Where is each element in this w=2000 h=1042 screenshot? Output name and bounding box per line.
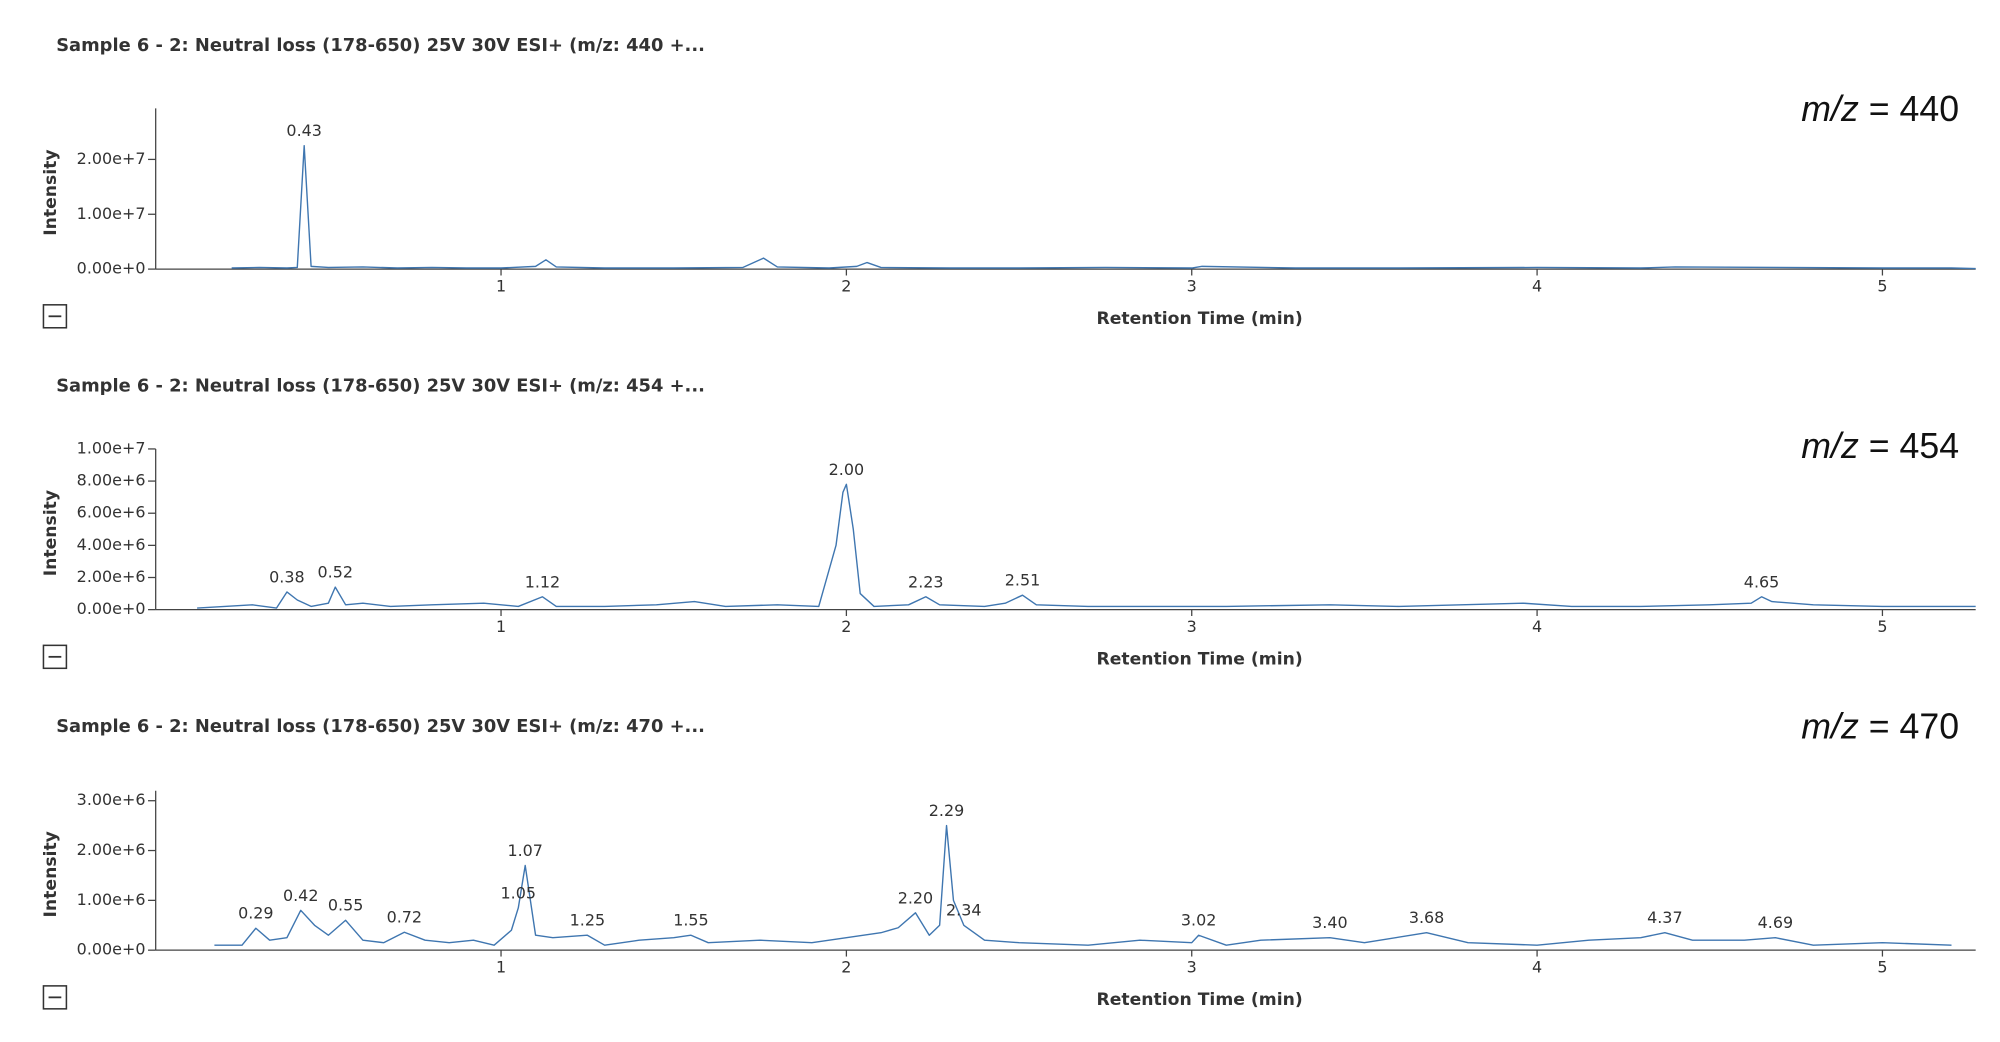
y-tick-label: 2.00e+7	[77, 149, 146, 168]
y-tick-label: 3.00e+6	[77, 790, 146, 809]
x-tick-label: 5	[1877, 617, 1887, 636]
tag-variable: m/z	[1801, 707, 1859, 747]
tag-value: = 470	[1869, 707, 1959, 747]
x-tick-label: 1	[496, 276, 506, 295]
y-tick-label: 8.00e+6	[77, 471, 146, 490]
peak-label: 0.52	[318, 563, 354, 582]
peak-label: 1.55	[673, 911, 709, 930]
x-tick-label: 5	[1877, 276, 1887, 295]
peak-label: 1.05	[501, 883, 537, 902]
series-tag: m/z = 470	[1801, 707, 1959, 747]
y-tick-label: 1.00e+7	[77, 438, 146, 457]
tag-variable: m/z	[1801, 426, 1859, 466]
y-tick-label: 2.00e+6	[77, 840, 146, 859]
peak-label: 2.00	[829, 460, 865, 479]
x-tick-label: 3	[1187, 276, 1197, 295]
x-tick-label: 3	[1187, 958, 1197, 977]
peak-label: 4.65	[1744, 572, 1780, 591]
chromatogram-line	[214, 824, 1952, 946]
x-tick-label: 4	[1532, 958, 1542, 977]
peak-label: 0.72	[387, 908, 423, 927]
x-tick-label: 2	[841, 958, 851, 977]
x-tick-label: 3	[1187, 617, 1197, 636]
peak-label: 3.02	[1181, 911, 1217, 930]
peak-label: 1.12	[525, 572, 561, 591]
x-tick-label: 4	[1532, 617, 1542, 636]
chart-title: Sample 6 - 2: Neutral loss (178-650) 25V…	[56, 35, 705, 56]
peak-label: 0.38	[269, 567, 305, 586]
peak-label: 3.68	[1409, 908, 1445, 927]
tag-variable: m/z	[1801, 90, 1859, 130]
y-tick-label: 0.00e+0	[77, 940, 146, 959]
peak-label: 2.34	[946, 901, 982, 920]
y-tick-label: 4.00e+6	[77, 535, 146, 554]
y-axis-label: Intensity	[41, 149, 61, 235]
y-tick-label: 0.00e+0	[77, 259, 146, 278]
peak-label: 1.25	[570, 911, 606, 930]
y-axis-label: Intensity	[41, 490, 61, 576]
x-axis-label: Retention Time (min)	[1096, 990, 1302, 1010]
x-axis-label: Retention Time (min)	[1096, 649, 1302, 669]
peak-label: 4.69	[1758, 913, 1794, 932]
peak-label: 2.20	[898, 888, 934, 907]
peak-label: 4.37	[1647, 908, 1683, 927]
chromatogram-line	[231, 144, 1976, 270]
y-tick-label: 6.00e+6	[77, 503, 146, 522]
peak-label: 0.55	[328, 896, 363, 915]
y-axis-label: Intensity	[41, 831, 61, 917]
x-tick-label: 2	[841, 276, 851, 295]
chart-title: Sample 6 - 2: Neutral loss (178-650) 25V…	[56, 375, 705, 396]
x-tick-label: 2	[841, 617, 851, 636]
y-tick-label: 1.00e+6	[77, 890, 146, 909]
peak-label: 0.42	[283, 886, 319, 905]
series-tag: m/z = 454	[1801, 426, 1959, 466]
series-tag: m/z = 440	[1801, 90, 1959, 130]
tag-space	[1859, 90, 1869, 130]
collapse-button[interactable]	[42, 304, 68, 329]
x-tick-label: 1	[496, 617, 506, 636]
collapse-button[interactable]	[42, 644, 68, 670]
chart-title: Sample 6 - 2: Neutral loss (178-650) 25V…	[56, 716, 705, 737]
x-tick-label: 5	[1877, 958, 1887, 977]
x-axis-label: Retention Time (min)	[1096, 309, 1302, 329]
y-tick-label: 2.00e+6	[77, 567, 146, 586]
peak-label: 0.43	[286, 121, 322, 140]
peak-label: 1.07	[507, 841, 543, 860]
peak-label: 0.29	[238, 904, 274, 923]
tag-space	[1859, 707, 1869, 747]
y-tick-label: 0.00e+0	[77, 599, 146, 618]
y-tick-label: 1.00e+7	[77, 204, 146, 223]
x-tick-label: 4	[1532, 276, 1542, 295]
collapse-button[interactable]	[42, 985, 68, 1010]
peak-label: 3.40	[1312, 913, 1348, 932]
x-tick-label: 1	[496, 958, 506, 977]
peak-label: 2.29	[929, 801, 965, 820]
peak-label: 2.51	[1005, 571, 1041, 590]
tag-value: = 454	[1869, 426, 1959, 466]
tag-value: = 440	[1869, 90, 1959, 130]
tag-space	[1859, 426, 1869, 466]
chromatogram-line	[197, 483, 1976, 609]
peak-label: 2.23	[908, 572, 944, 591]
